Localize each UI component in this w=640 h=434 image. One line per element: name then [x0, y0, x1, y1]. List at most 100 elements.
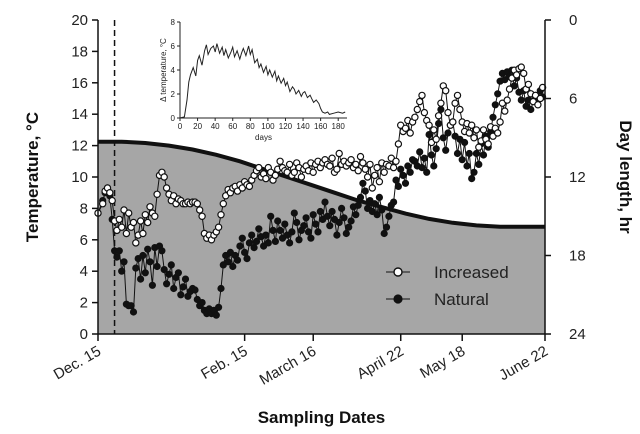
data-point-natural	[345, 223, 353, 231]
data-point-natural	[527, 105, 535, 114]
y-tick-label: 20	[71, 12, 88, 29]
data-point-natural	[286, 239, 294, 247]
data-point-natural	[132, 264, 140, 272]
data-point-increased	[219, 199, 227, 208]
data-point-natural	[401, 179, 410, 187]
data-point-natural	[479, 151, 488, 159]
data-point-natural	[323, 212, 331, 220]
data-point-natural	[475, 160, 483, 168]
data-point-increased	[335, 149, 343, 158]
inset-y-tick-label: 4	[171, 66, 176, 75]
inset-y-tick-label: 2	[171, 90, 176, 99]
y-tick-label: 10	[71, 169, 88, 186]
data-point-natural	[354, 201, 362, 209]
y2-tick-label: 0	[569, 12, 577, 29]
data-point-natural	[382, 223, 391, 231]
data-point-natural	[139, 251, 147, 260]
day-length-area	[98, 141, 545, 334]
data-point-natural	[439, 134, 447, 142]
data-point-increased	[375, 177, 384, 186]
data-point-natural	[321, 198, 329, 206]
data-point-natural	[390, 198, 398, 206]
y2-tick-label: 6	[569, 91, 577, 108]
data-point-increased	[512, 71, 521, 79]
y2-tick-label: 24	[569, 326, 586, 343]
data-point-increased	[475, 143, 483, 151]
data-point-natural	[359, 179, 367, 187]
data-point-increased	[470, 134, 478, 142]
data-point-increased	[153, 190, 161, 198]
data-point-increased	[368, 184, 376, 192]
inset-y-tick-label: 8	[171, 18, 176, 27]
data-point-natural	[432, 145, 440, 153]
data-point-increased	[160, 173, 168, 181]
data-point-natural	[302, 214, 310, 222]
data-point-natural	[158, 247, 166, 255]
data-point-increased	[255, 163, 263, 172]
inset-y-tick-label: 0	[171, 114, 176, 123]
data-point-increased	[132, 239, 140, 247]
data-point-increased	[418, 91, 426, 100]
data-point-increased	[430, 126, 438, 134]
data-point-natural	[267, 212, 275, 220]
data-point-natural	[167, 261, 175, 269]
data-point-increased	[363, 173, 372, 181]
data-point-increased	[425, 121, 433, 129]
data-point-natural	[276, 226, 284, 234]
data-point-natural	[437, 105, 445, 114]
inset-x-tick-label: 180	[332, 122, 346, 131]
data-point-increased	[198, 212, 206, 220]
inset-x-tick-label: 100	[261, 122, 275, 131]
data-point-increased	[356, 152, 365, 161]
data-point-increased	[143, 218, 152, 227]
data-point-increased	[411, 113, 419, 122]
data-point-increased	[392, 157, 400, 165]
data-point-natural	[406, 168, 414, 176]
data-point-natural	[245, 239, 253, 247]
data-point-increased	[136, 217, 145, 225]
data-point-increased	[503, 96, 511, 104]
data-point-increased	[401, 124, 410, 133]
data-point-natural	[233, 256, 242, 264]
data-point-natural	[316, 207, 324, 216]
data-point-increased	[352, 160, 360, 169]
data-point-natural	[274, 217, 282, 225]
data-point-natural	[271, 237, 279, 245]
data-point-natural	[333, 231, 341, 239]
data-point-natural	[368, 207, 376, 216]
data-point-natural	[288, 228, 296, 236]
data-point-increased	[434, 112, 443, 120]
data-point-increased	[122, 229, 131, 238]
data-point-natural	[281, 220, 289, 228]
data-point-increased	[115, 215, 124, 224]
data-point-natural	[238, 234, 246, 242]
data-point-natural	[373, 211, 381, 219]
data-point-increased	[524, 80, 533, 89]
inset-delta-line	[179, 43, 346, 119]
inset-x-tick-label: 80	[246, 122, 255, 131]
data-point-natural	[335, 218, 343, 227]
data-point-increased	[373, 163, 381, 172]
data-point-natural	[198, 299, 206, 307]
data-point-increased	[139, 229, 147, 238]
y2-axis-title: Day length, hr	[616, 120, 635, 234]
data-point-increased	[496, 118, 504, 126]
data-point-natural	[472, 149, 480, 158]
data-point-natural	[489, 113, 497, 121]
data-point-natural	[118, 267, 126, 275]
data-point-increased	[465, 129, 473, 137]
data-point-increased	[389, 163, 398, 172]
data-point-increased	[501, 107, 509, 115]
data-point-increased	[108, 196, 116, 205]
data-point-increased	[442, 86, 450, 95]
data-point-natural	[418, 164, 426, 172]
data-point-natural	[248, 231, 256, 239]
data-point-natural	[470, 168, 478, 176]
inset-x-tick-label: 20	[193, 122, 202, 131]
data-point-increased	[534, 101, 542, 109]
data-point-natural	[236, 242, 244, 250]
legend: Increased Natural	[386, 263, 509, 309]
data-point-increased	[271, 171, 280, 180]
data-point-natural	[191, 286, 199, 294]
